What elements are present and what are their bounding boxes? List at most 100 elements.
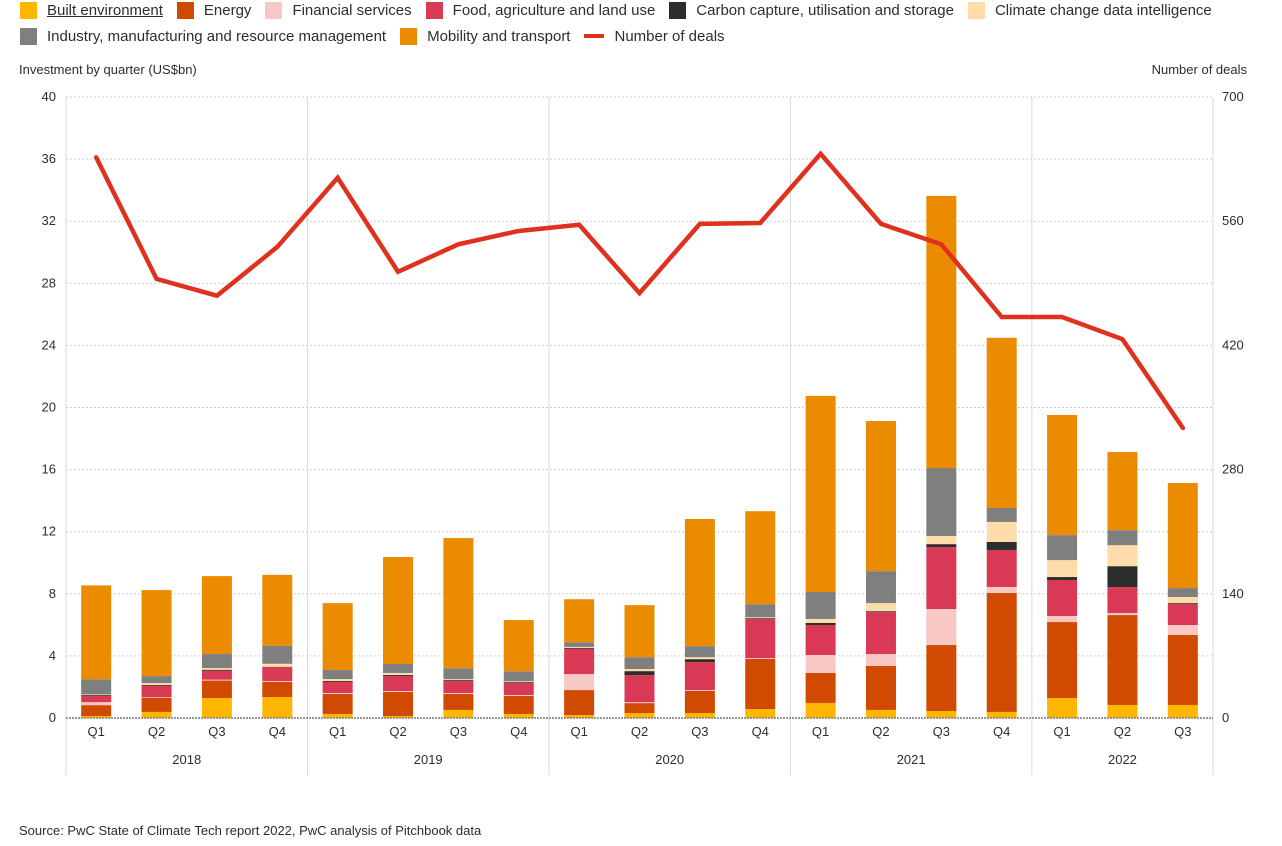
- bar-segment-climate-change-data-intelligence: [745, 617, 776, 619]
- bar-segment-mobility-and-transport: [1167, 482, 1198, 589]
- bar-segment-mobility-and-transport: [926, 195, 957, 469]
- deals-line: [93, 150, 1186, 431]
- legend-item-mobility-and-transport[interactable]: Mobility and transport: [400, 27, 570, 45]
- quarter-label: Q2: [1114, 724, 1131, 739]
- bar-segment-climate-change-data-intelligence: [503, 681, 534, 683]
- quarter-label: Q3: [450, 724, 467, 739]
- legend-item-number-of-deals[interactable]: Number of deals: [584, 28, 725, 45]
- bar-segment-food-agriculture-and-land-use: [564, 648, 595, 675]
- bar-segment-mobility-and-transport: [383, 557, 414, 664]
- bar-segment-built-environment: [624, 713, 655, 718]
- y2-tick-label: 700: [1222, 89, 1244, 104]
- bar-segment-financial-services: [322, 693, 353, 694]
- legend-item-energy[interactable]: Energy: [176, 1, 252, 19]
- legend-item-climate-change-data-intelligence[interactable]: Climate change data intelligence: [967, 1, 1212, 19]
- bar-segment-food-agriculture-and-land-use: [262, 667, 293, 682]
- bar-segment-climate-change-data-intelligence: [564, 646, 595, 648]
- quarter-label: Q4: [510, 724, 527, 739]
- bar-segment-mobility-and-transport: [262, 574, 293, 646]
- legend-label: Food, agriculture and land use: [452, 1, 656, 19]
- legend-item-built-environment[interactable]: Built environment: [20, 1, 163, 19]
- bar-segment-industry-manufacturing-and-resource-management: [805, 591, 836, 619]
- legend-swatch: [967, 1, 985, 19]
- bar-segment-food-agriculture-and-land-use: [1107, 587, 1138, 614]
- y-tick-label: 20: [42, 400, 56, 415]
- y-tick-label: 32: [42, 213, 56, 228]
- bar-segment-energy: [201, 680, 232, 698]
- bar-segment-energy: [141, 697, 172, 712]
- legend-item-carbon-capture-utilisation-and-storage[interactable]: Carbon capture, utilisation and storage: [669, 1, 954, 19]
- bar-segment-carbon-capture-utilisation-and-storage: [383, 674, 414, 676]
- bar-segment-climate-change-data-intelligence: [684, 657, 715, 660]
- bar-segment-energy: [745, 659, 776, 709]
- y-tick-label: 8: [49, 586, 56, 601]
- bar-segment-built-environment: [141, 711, 172, 718]
- quarter-label: Q2: [631, 724, 648, 739]
- legend-label: Carbon capture, utilisation and storage: [696, 1, 954, 19]
- legend-item-food-agriculture-and-land-use[interactable]: Food, agriculture and land use: [425, 1, 656, 19]
- y-tick-label: 16: [42, 462, 56, 477]
- bar-segment-financial-services: [443, 693, 474, 694]
- quarter-label: Q2: [872, 724, 889, 739]
- right-axis-title: Number of deals: [1151, 62, 1247, 77]
- bar-segment-food-agriculture-and-land-use: [201, 670, 232, 680]
- legend-item-industry-manufacturing-and-resource-management[interactable]: Industry, manufacturing and resource man…: [20, 27, 386, 45]
- bar-segment-industry-manufacturing-and-resource-management: [926, 468, 957, 537]
- bar-segment-climate-change-data-intelligence: [322, 679, 353, 682]
- bar-segment-carbon-capture-utilisation-and-storage: [1107, 566, 1138, 588]
- bar-segment-mobility-and-transport: [745, 511, 776, 605]
- legend-swatch: [20, 27, 37, 45]
- bar-segment-carbon-capture-utilisation-and-storage: [624, 671, 655, 676]
- bar-segment-energy: [805, 672, 836, 703]
- bar-segment-energy: [986, 593, 1017, 712]
- bar-segment-industry-manufacturing-and-resource-management: [81, 679, 112, 695]
- bar-segment-carbon-capture-utilisation-and-storage: [986, 541, 1017, 551]
- bar-segment-financial-services: [503, 695, 534, 696]
- bar-segment-food-agriculture-and-land-use: [141, 686, 172, 698]
- quarter-label: Q2: [389, 724, 406, 739]
- quarter-label: Q4: [752, 724, 769, 739]
- quarter-label: Q3: [1174, 724, 1191, 739]
- bar-segment-energy: [443, 693, 474, 710]
- quarter-label: Q2: [148, 724, 165, 739]
- bar-segment-mobility-and-transport: [201, 576, 232, 655]
- bar-segment-carbon-capture-utilisation-and-storage: [201, 669, 232, 671]
- bar-segment-energy: [1167, 634, 1198, 705]
- bar-segment-financial-services: [1047, 616, 1078, 623]
- bar-segment-mobility-and-transport: [624, 605, 655, 658]
- bar-segment-food-agriculture-and-land-use: [805, 625, 836, 655]
- bar-segment-financial-services: [745, 658, 776, 660]
- y2-tick-label: 0: [1222, 710, 1229, 725]
- bar-segment-climate-change-data-intelligence: [141, 683, 172, 686]
- legend-label: Climate change data intelligence: [994, 1, 1212, 19]
- legend-label: Energy: [203, 1, 252, 19]
- y-tick-label: 36: [42, 151, 56, 166]
- quarter-label: Q1: [1053, 724, 1070, 739]
- y-tick-label: 12: [42, 524, 56, 539]
- bar-segment-built-environment: [564, 715, 595, 718]
- bar-segment-carbon-capture-utilisation-and-storage: [564, 647, 595, 649]
- bar-segment-food-agriculture-and-land-use: [443, 681, 474, 694]
- bar-segment-food-agriculture-and-land-use: [745, 619, 776, 659]
- bar-segment-carbon-capture-utilisation-and-storage: [81, 695, 112, 696]
- bar-segment-financial-services: [684, 690, 715, 691]
- year-label: 2019: [414, 752, 443, 767]
- bar-segment-climate-change-data-intelligence: [624, 669, 655, 672]
- bar-segment-industry-manufacturing-and-resource-management: [624, 657, 655, 670]
- bar-segment-food-agriculture-and-land-use: [986, 550, 1017, 587]
- bar-segment-financial-services: [1167, 625, 1198, 635]
- bar-segment-financial-services: [383, 690, 414, 692]
- bar-segment-industry-manufacturing-and-resource-management: [201, 654, 232, 669]
- bar-segment-climate-change-data-intelligence: [986, 521, 1017, 542]
- legend-item-financial-services[interactable]: Financial services: [265, 1, 412, 19]
- bar-segment-food-agriculture-and-land-use: [684, 662, 715, 691]
- bar-segment-mobility-and-transport: [81, 585, 112, 680]
- year-label: 2022: [1108, 752, 1137, 767]
- legend-swatch: [176, 1, 194, 19]
- bar-segment-built-environment: [383, 715, 414, 718]
- bar-segment-climate-change-data-intelligence: [262, 663, 293, 667]
- bar-segment-energy: [926, 645, 957, 712]
- bar-segment-industry-manufacturing-and-resource-management: [1167, 588, 1198, 598]
- bar-segment-industry-manufacturing-and-resource-management: [503, 671, 534, 682]
